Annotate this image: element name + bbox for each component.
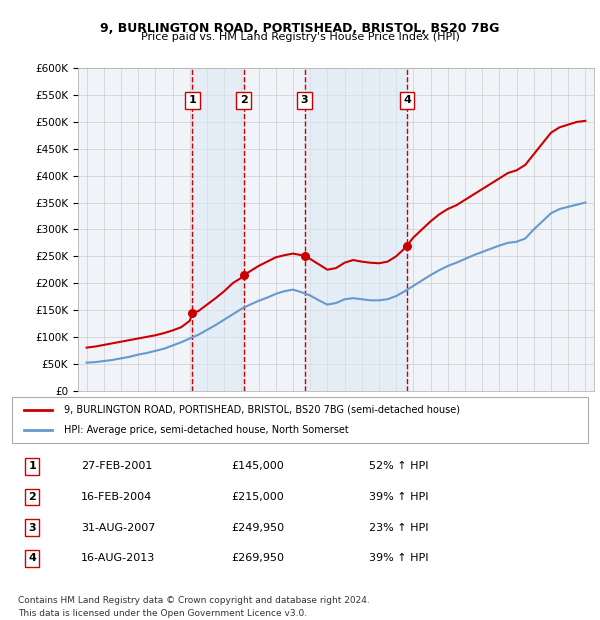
Text: 39% ↑ HPI: 39% ↑ HPI <box>369 492 428 502</box>
Text: £215,000: £215,000 <box>231 492 284 502</box>
Text: 4: 4 <box>28 553 36 564</box>
Text: £249,950: £249,950 <box>231 523 284 533</box>
Point <box>300 251 310 261</box>
Text: 31-AUG-2007: 31-AUG-2007 <box>81 523 155 533</box>
Text: This data is licensed under the Open Government Licence v3.0.: This data is licensed under the Open Gov… <box>18 609 307 618</box>
Text: 4: 4 <box>403 95 411 105</box>
Text: 16-FEB-2004: 16-FEB-2004 <box>81 492 152 502</box>
Text: 3: 3 <box>28 523 36 533</box>
FancyBboxPatch shape <box>12 397 588 443</box>
Bar <box>305 68 407 391</box>
Point <box>239 270 248 280</box>
Text: Contains HM Land Registry data © Crown copyright and database right 2024.: Contains HM Land Registry data © Crown c… <box>18 596 370 606</box>
Text: HPI: Average price, semi-detached house, North Somerset: HPI: Average price, semi-detached house,… <box>64 425 349 435</box>
Text: 39% ↑ HPI: 39% ↑ HPI <box>369 553 428 564</box>
Text: 9, BURLINGTON ROAD, PORTISHEAD, BRISTOL, BS20 7BG: 9, BURLINGTON ROAD, PORTISHEAD, BRISTOL,… <box>100 22 500 35</box>
Text: 27-FEB-2001: 27-FEB-2001 <box>81 461 152 471</box>
Text: 9, BURLINGTON ROAD, PORTISHEAD, BRISTOL, BS20 7BG (semi-detached house): 9, BURLINGTON ROAD, PORTISHEAD, BRISTOL,… <box>64 405 460 415</box>
Text: £145,000: £145,000 <box>231 461 284 471</box>
Text: 16-AUG-2013: 16-AUG-2013 <box>81 553 155 564</box>
Bar <box>193 68 244 391</box>
Text: 23% ↑ HPI: 23% ↑ HPI <box>369 523 428 533</box>
Text: £269,950: £269,950 <box>231 553 284 564</box>
Point <box>402 241 412 250</box>
Text: Price paid vs. HM Land Registry's House Price Index (HPI): Price paid vs. HM Land Registry's House … <box>140 32 460 42</box>
Text: 1: 1 <box>188 95 196 105</box>
Point <box>188 308 197 317</box>
Text: 3: 3 <box>301 95 308 105</box>
Text: 2: 2 <box>28 492 36 502</box>
Text: 2: 2 <box>240 95 248 105</box>
Text: 1: 1 <box>28 461 36 471</box>
Text: 52% ↑ HPI: 52% ↑ HPI <box>369 461 428 471</box>
